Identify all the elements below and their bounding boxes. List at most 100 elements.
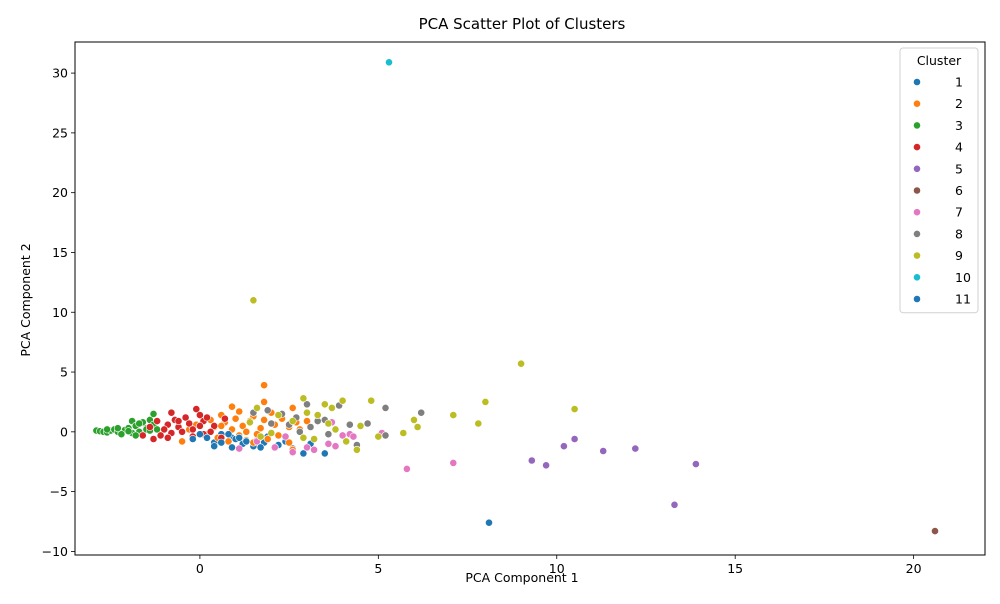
data-point <box>138 431 147 440</box>
series-cluster-3 <box>92 409 161 440</box>
data-point <box>206 427 215 436</box>
data-point <box>256 432 265 441</box>
data-point <box>231 414 240 423</box>
data-point <box>338 396 347 405</box>
data-point <box>417 408 426 417</box>
data-point <box>238 421 247 430</box>
y-tick-label: 20 <box>52 185 68 200</box>
data-point <box>253 403 261 412</box>
data-point <box>374 432 383 441</box>
data-point <box>117 430 126 439</box>
series-cluster-5 <box>527 435 700 509</box>
data-point <box>235 433 244 442</box>
data-point <box>481 397 490 406</box>
chart-title: PCA Scatter Plot of Clusters <box>419 15 626 33</box>
data-point <box>235 407 244 416</box>
data-point <box>145 423 154 431</box>
data-point <box>256 424 265 433</box>
data-point <box>178 427 186 436</box>
data-point <box>570 435 579 443</box>
data-point <box>931 527 939 535</box>
data-point <box>599 447 608 455</box>
data-point <box>217 421 226 430</box>
data-point <box>203 433 211 442</box>
data-point <box>163 433 172 442</box>
data-point <box>299 394 308 403</box>
data-point <box>124 427 133 436</box>
data-point <box>256 443 265 452</box>
data-point <box>153 417 161 425</box>
series-cluster-11 <box>188 430 265 452</box>
data-point <box>242 427 251 436</box>
data-point <box>306 423 315 431</box>
legend-label: 10 <box>955 270 971 285</box>
series-cluster-9 <box>245 296 579 454</box>
data-point <box>320 400 329 409</box>
data-point <box>692 460 700 468</box>
data-point <box>303 443 311 452</box>
data-point <box>235 444 244 453</box>
y-tick-label: 0 <box>60 424 68 439</box>
data-point <box>313 411 322 419</box>
data-point <box>131 431 140 440</box>
data-point <box>195 421 204 430</box>
x-tick-label: 10 <box>549 561 565 576</box>
data-point <box>381 403 390 412</box>
legend-marker <box>913 273 921 282</box>
data-point <box>263 406 272 415</box>
data-point <box>167 408 176 417</box>
y-tick-label: −5 <box>50 484 68 499</box>
data-point <box>310 435 318 443</box>
legend-title: Cluster <box>917 53 962 68</box>
data-point <box>295 427 304 436</box>
data-point <box>345 420 354 429</box>
legend-label: 7 <box>955 205 963 220</box>
data-point <box>188 435 197 443</box>
data-point <box>260 415 268 424</box>
data-point <box>303 408 311 417</box>
legend-label: 2 <box>955 96 963 111</box>
data-point <box>210 421 219 430</box>
data-point <box>342 437 351 446</box>
data-point <box>185 419 194 428</box>
legend-marker <box>913 121 921 130</box>
y-tick-label: 25 <box>52 125 68 140</box>
axes-border <box>74 41 986 556</box>
x-axis-title: PCA Component 1 <box>465 570 578 585</box>
data-point <box>367 396 376 405</box>
data-point <box>327 403 336 412</box>
data-point <box>242 437 251 446</box>
data-point <box>103 425 111 434</box>
data-point <box>570 405 579 413</box>
legend-marker <box>913 186 921 195</box>
data-point <box>267 419 276 428</box>
data-point <box>324 419 333 428</box>
data-point <box>349 432 358 441</box>
data-point <box>542 461 550 470</box>
data-point <box>203 413 211 422</box>
data-point <box>220 414 229 423</box>
data-point <box>527 456 536 465</box>
data-point <box>274 431 283 440</box>
data-point <box>210 442 219 451</box>
data-point <box>517 359 525 368</box>
data-point <box>192 405 201 413</box>
data-point <box>113 424 122 433</box>
data-point <box>263 435 272 443</box>
legend-label: 11 <box>955 292 971 307</box>
data-point <box>299 449 308 458</box>
y-tick-label: 10 <box>52 305 68 320</box>
data-point <box>174 417 183 425</box>
y-tick-label: 5 <box>60 365 68 380</box>
y-tick-label: −10 <box>42 544 68 559</box>
data-point <box>385 58 393 67</box>
data-point <box>188 425 197 434</box>
y-tick-label: 30 <box>52 66 68 81</box>
data-point <box>285 438 293 447</box>
data-point <box>181 413 190 422</box>
data-point <box>299 433 308 442</box>
data-point <box>363 419 372 428</box>
legend-marker <box>913 251 921 260</box>
data-point <box>410 415 418 424</box>
data-point <box>381 431 390 440</box>
